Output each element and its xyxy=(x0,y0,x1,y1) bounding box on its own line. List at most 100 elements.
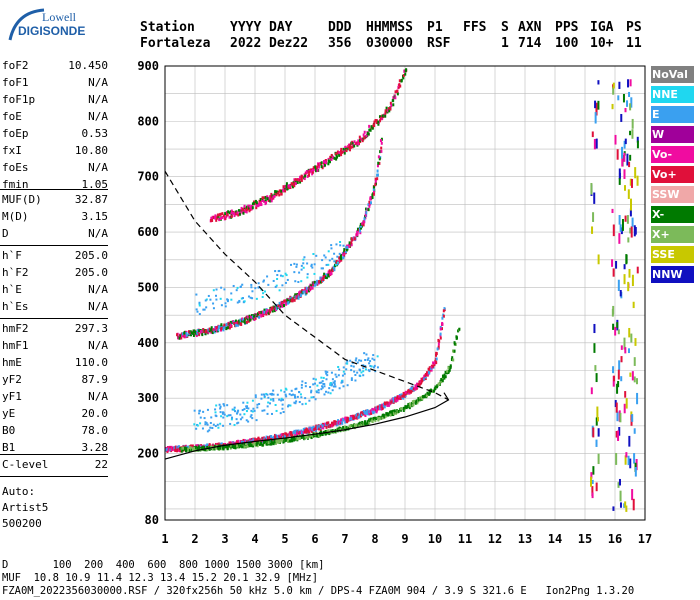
third-hop-mark xyxy=(345,149,348,153)
spread-f-mark xyxy=(350,378,353,381)
spread-f-mark xyxy=(315,391,318,394)
header-label: FFS xyxy=(463,20,487,35)
spread-f-mark-upper xyxy=(205,306,208,309)
spread-f-mark xyxy=(358,359,361,362)
third-hop-mark xyxy=(218,218,221,222)
third-hop-mark xyxy=(247,204,250,208)
second-hop-mark xyxy=(311,286,314,290)
spread-f-mark xyxy=(284,387,287,390)
spread-f-mark xyxy=(214,425,217,428)
second-hop-mark xyxy=(301,289,304,293)
third-hop-mark xyxy=(304,174,307,178)
spread-f-mark xyxy=(233,406,236,409)
third-hop-mark xyxy=(375,121,378,125)
spread-f-mark xyxy=(293,394,296,397)
x-trace-mark xyxy=(309,435,312,439)
second-hop-mark xyxy=(180,336,183,340)
third-hop-mark xyxy=(236,211,239,215)
third-hop-mark xyxy=(299,175,302,179)
o-trace-mark xyxy=(327,423,330,427)
second-hop-mark xyxy=(253,314,256,318)
spread-f-mark xyxy=(193,409,196,412)
parameter-row: foEp 0.53 xyxy=(2,127,108,143)
third-hop-mark xyxy=(287,185,290,189)
third-hop-mark xyxy=(318,162,321,166)
o-trace-mark xyxy=(322,422,325,426)
spread-f-mark xyxy=(337,365,340,368)
x-trace-mark xyxy=(215,446,218,450)
second-hop-mark xyxy=(246,317,249,321)
spread-f-mark-upper xyxy=(278,289,281,292)
sidebar-scatter-mark xyxy=(628,268,631,278)
second-hop-mark xyxy=(349,243,352,247)
second-hop-mark xyxy=(240,322,243,326)
spread-f-mark xyxy=(280,399,283,402)
x-trace-mark xyxy=(441,379,444,383)
x-trace-mark xyxy=(276,440,279,444)
third-hop-mark xyxy=(336,151,339,155)
o-trace-mark xyxy=(402,391,405,395)
o-trace-mark xyxy=(346,419,349,423)
second-hop-mark xyxy=(287,301,290,305)
o-trace-mark xyxy=(335,420,338,424)
o-trace-mark xyxy=(432,361,435,365)
x-tick-label: 4 xyxy=(251,532,258,546)
second-hop-mark xyxy=(376,164,379,168)
logo-text-lowell: Lowell xyxy=(42,10,76,24)
second-hop-mark xyxy=(367,208,370,212)
o-trace-mark xyxy=(427,370,430,374)
spread-f-mark-upper xyxy=(306,273,309,276)
x-tick-label: 9 xyxy=(401,532,408,546)
o-trace-mark xyxy=(433,363,436,367)
o-trace-mark xyxy=(295,433,298,437)
spread-f-mark xyxy=(247,407,250,410)
o-trace-mark xyxy=(423,377,426,381)
spread-f-mark xyxy=(210,416,213,419)
third-hop-mark xyxy=(349,143,352,147)
second-hop-mark xyxy=(368,200,371,204)
spread-f-mark-upper xyxy=(302,266,305,269)
x-tick-label: 11 xyxy=(458,532,472,546)
parameter-name: foF1p xyxy=(2,93,36,106)
spread-f-mark xyxy=(333,380,336,383)
sidebar-scatter-mark xyxy=(611,259,614,267)
second-hop-mark xyxy=(340,258,343,262)
second-hop-mark xyxy=(273,309,276,313)
o-trace-mark xyxy=(278,435,281,439)
second-hop-mark xyxy=(319,278,322,282)
third-hop-mark xyxy=(363,130,366,134)
second-hop-mark xyxy=(369,201,372,205)
x-trace-mark xyxy=(389,410,392,414)
third-hop-mark xyxy=(340,153,343,157)
spread-f-mark xyxy=(266,405,269,408)
third-hop-mark xyxy=(211,219,214,223)
third-hop-mark xyxy=(229,210,232,214)
second-hop-mark xyxy=(310,284,313,288)
sidebar-scatter-mark xyxy=(621,218,624,231)
third-hop-mark xyxy=(296,178,299,182)
x-trace-mark xyxy=(261,443,264,447)
x-trace-mark xyxy=(392,411,395,415)
spread-f-mark-upper xyxy=(290,263,293,266)
second-hop-mark xyxy=(335,260,338,264)
o-trace-mark xyxy=(441,327,444,331)
second-hop-mark xyxy=(343,248,346,252)
x-trace-mark xyxy=(326,431,329,435)
spread-f-mark xyxy=(290,389,293,392)
x-trace-mark xyxy=(405,406,408,410)
x-trace-mark xyxy=(449,365,452,369)
x-trace-mark xyxy=(446,369,449,373)
o-trace-mark xyxy=(280,433,283,437)
second-hop-mark xyxy=(215,327,218,331)
x-trace-mark xyxy=(389,413,392,417)
spread-f-mark xyxy=(285,395,288,398)
spread-f-mark xyxy=(234,410,237,413)
third-hop-mark xyxy=(405,68,408,72)
spread-f-mark-upper xyxy=(243,300,246,303)
o-trace-mark xyxy=(205,444,208,448)
spread-f-mark-upper xyxy=(263,290,266,293)
spread-f-mark xyxy=(372,354,375,357)
parameter-name: B1 xyxy=(2,441,16,454)
third-hop-mark xyxy=(347,145,350,149)
spread-f-mark-upper xyxy=(310,265,313,268)
